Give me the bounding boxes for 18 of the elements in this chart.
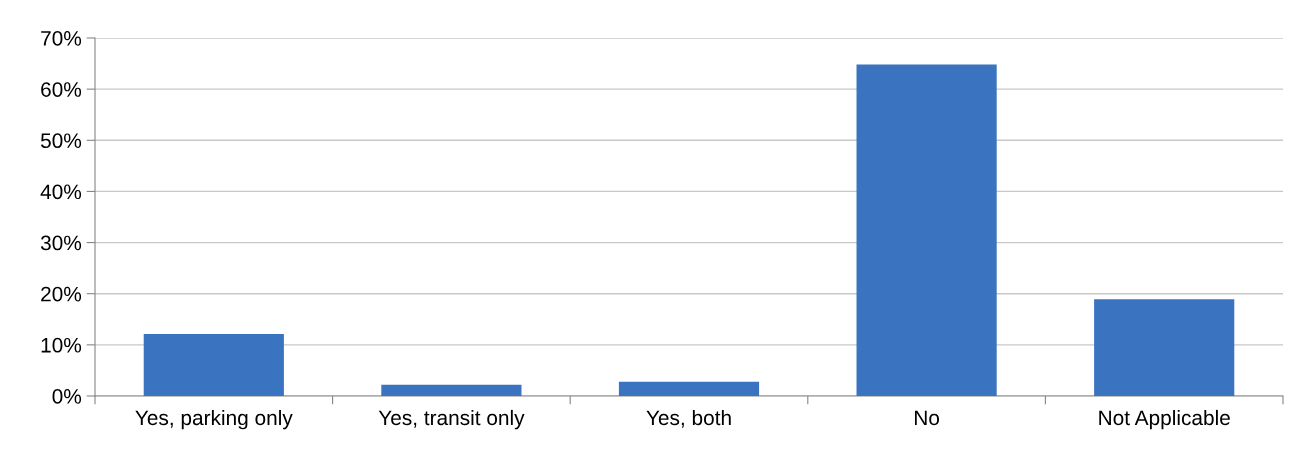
y-tick-label: 10% bbox=[41, 337, 82, 353]
x-tick-label: Yes, transit only bbox=[378, 409, 525, 430]
y-tick-label: 40% bbox=[40, 184, 82, 200]
y-tick-label: 20% bbox=[41, 286, 82, 302]
y-tick-label: 0% bbox=[52, 389, 82, 404]
x-tick-label: Not Applicable bbox=[1099, 409, 1230, 430]
y-tick-label: 50% bbox=[40, 133, 82, 149]
y-tick-label: 30% bbox=[40, 235, 82, 251]
bar bbox=[618, 381, 760, 396]
x-tick-label: Yes, both bbox=[646, 409, 731, 428]
x-tick-label: No bbox=[914, 410, 940, 426]
x-tick-label: Yes, parking only bbox=[135, 409, 293, 430]
bar bbox=[1094, 299, 1235, 396]
bar bbox=[856, 64, 997, 396]
y-tick-label: 60% bbox=[41, 82, 82, 97]
bar bbox=[143, 334, 284, 396]
bar bbox=[381, 384, 522, 396]
y-tick-label: 70% bbox=[41, 31, 82, 46]
